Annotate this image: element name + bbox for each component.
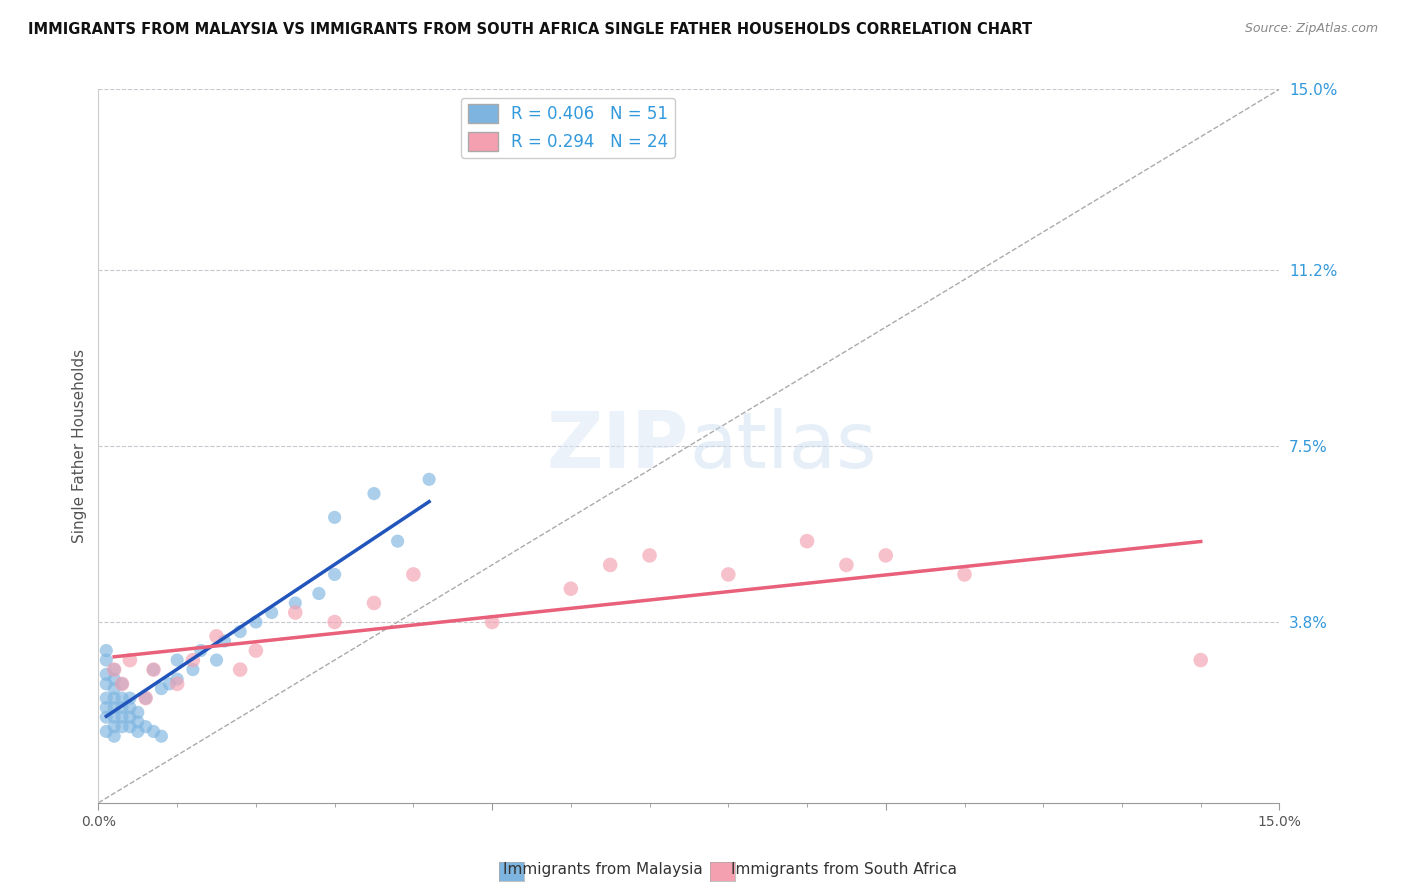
Y-axis label: Single Father Households: Single Father Households [72,349,87,543]
Text: atlas: atlas [689,408,876,484]
Point [96,724,118,739]
Text: Immigrants from South Africa: Immigrants from South Africa [731,863,957,877]
Point [717,567,740,582]
Point [181,663,204,677]
Text: ZIP: ZIP [547,408,689,484]
Point [111,691,134,706]
Point [96,653,118,667]
Point [481,615,503,629]
Point [190,643,212,657]
Text: IMMIGRANTS FROM MALAYSIA VS IMMIGRANTS FROM SOUTH AFRICA SINGLE FATHER HOUSEHOLD: IMMIGRANTS FROM MALAYSIA VS IMMIGRANTS F… [28,22,1032,37]
Point [111,700,134,714]
Point [96,710,118,724]
Point [260,606,283,620]
Point [205,629,228,643]
Point [111,677,134,691]
Point [363,596,385,610]
Point [214,634,236,648]
Point [111,720,134,734]
Point [638,549,661,563]
Point [118,653,141,667]
Point [96,667,118,681]
Point [599,558,621,572]
Point [103,663,125,677]
Point [127,706,149,720]
Point [166,677,188,691]
Point [418,472,440,486]
Point [157,677,180,691]
Point [284,596,307,610]
Point [103,710,125,724]
Point [245,643,267,657]
Point [127,714,149,729]
Point [166,653,188,667]
Point [245,615,267,629]
Point [103,729,125,743]
Point [142,663,165,677]
Point [308,586,330,600]
Text: Source: ZipAtlas.com: Source: ZipAtlas.com [1244,22,1378,36]
Point [560,582,582,596]
Point [142,724,165,739]
Point [323,567,346,582]
Point [142,663,165,677]
Point [835,558,858,572]
Point [229,663,252,677]
Point [284,606,307,620]
Point [103,672,125,686]
Point [127,724,149,739]
Point [166,672,188,686]
Point [118,720,141,734]
Point [111,677,134,691]
Point [323,510,346,524]
Point [96,691,118,706]
Point [875,549,897,563]
Point [1189,653,1212,667]
Point [103,700,125,714]
Point [323,615,346,629]
Point [796,534,818,549]
Point [103,691,125,706]
Point [205,653,228,667]
Point [150,729,173,743]
Point [135,720,157,734]
Text: Immigrants from Malaysia: Immigrants from Malaysia [503,863,703,877]
Point [103,681,125,696]
Point [118,710,141,724]
Point [96,643,118,657]
Point [150,681,173,696]
Point [96,677,118,691]
Point [181,653,204,667]
Point [103,663,125,677]
Point [135,691,157,706]
Point [111,710,134,724]
Point [135,691,157,706]
Point [118,691,141,706]
Point [953,567,976,582]
Point [387,534,409,549]
Legend: R = 0.406   N = 51, R = 0.294   N = 24: R = 0.406 N = 51, R = 0.294 N = 24 [461,97,675,158]
Point [363,486,385,500]
Point [96,700,118,714]
Point [402,567,425,582]
Point [103,720,125,734]
Point [118,700,141,714]
Point [229,624,252,639]
